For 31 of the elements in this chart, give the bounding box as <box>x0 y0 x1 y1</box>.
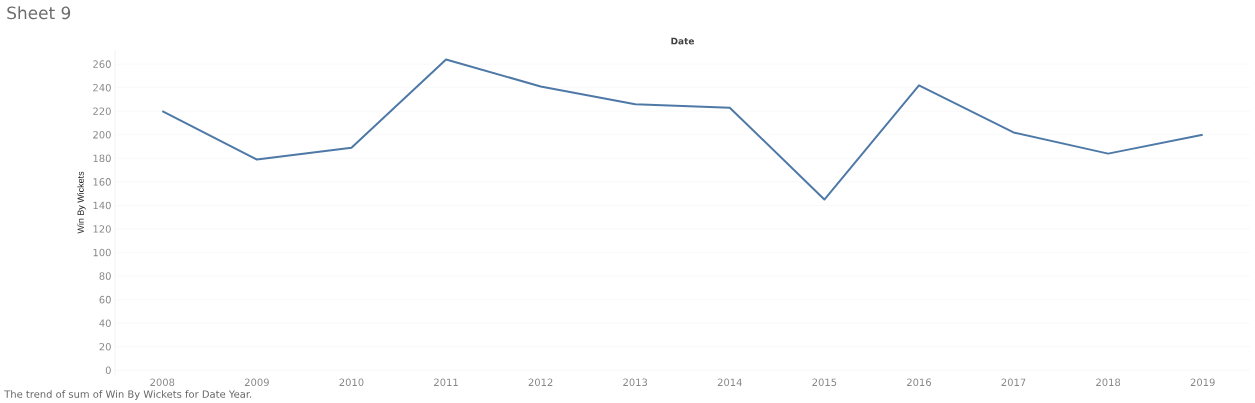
y-tick-label: 260 <box>93 60 111 68</box>
line-series <box>161 58 1204 201</box>
x-tick-label: 2009 <box>244 378 269 387</box>
x-axis-title: Date <box>671 37 695 45</box>
y-tick-label: 40 <box>99 319 111 327</box>
x-tick-label: 2016 <box>907 378 932 387</box>
x-tick-label: 2019 <box>1190 378 1215 387</box>
y-tick-label: 100 <box>93 248 111 257</box>
x-tick-label: 2010 <box>339 378 364 387</box>
y-tick-label: 180 <box>93 154 111 163</box>
x-tick-label: 2018 <box>1096 378 1121 387</box>
y-tick-label: 200 <box>93 131 111 139</box>
y-tick-label: 220 <box>93 107 111 115</box>
y-tick-label: 20 <box>99 342 111 351</box>
x-tick-label: 2014 <box>717 378 742 387</box>
y-tick-label: 140 <box>93 201 111 210</box>
x-tick-label: 2011 <box>434 378 458 387</box>
text: The trend of sum of Win By Wickets for Date Year. <box>4 390 252 400</box>
y-tick-label: 240 <box>93 83 111 92</box>
y-tick-label: 0 <box>105 366 111 375</box>
y-tick-label: 120 <box>93 225 111 233</box>
x-tick-label: 2017 <box>1001 378 1026 387</box>
x-tick-label: 2012 <box>528 378 553 387</box>
y-tick-label: 160 <box>93 178 111 186</box>
y-tick-label: 60 <box>99 295 111 304</box>
chart-title: Sheet 9 <box>7 6 71 20</box>
x-tick-label: 2013 <box>623 378 648 387</box>
x-tick-label: 2008 <box>150 378 175 387</box>
y-axis-title: Win By Wickets <box>77 171 86 234</box>
x-tick-label: 2015 <box>812 378 837 387</box>
y-tick-label: 80 <box>99 272 111 280</box>
